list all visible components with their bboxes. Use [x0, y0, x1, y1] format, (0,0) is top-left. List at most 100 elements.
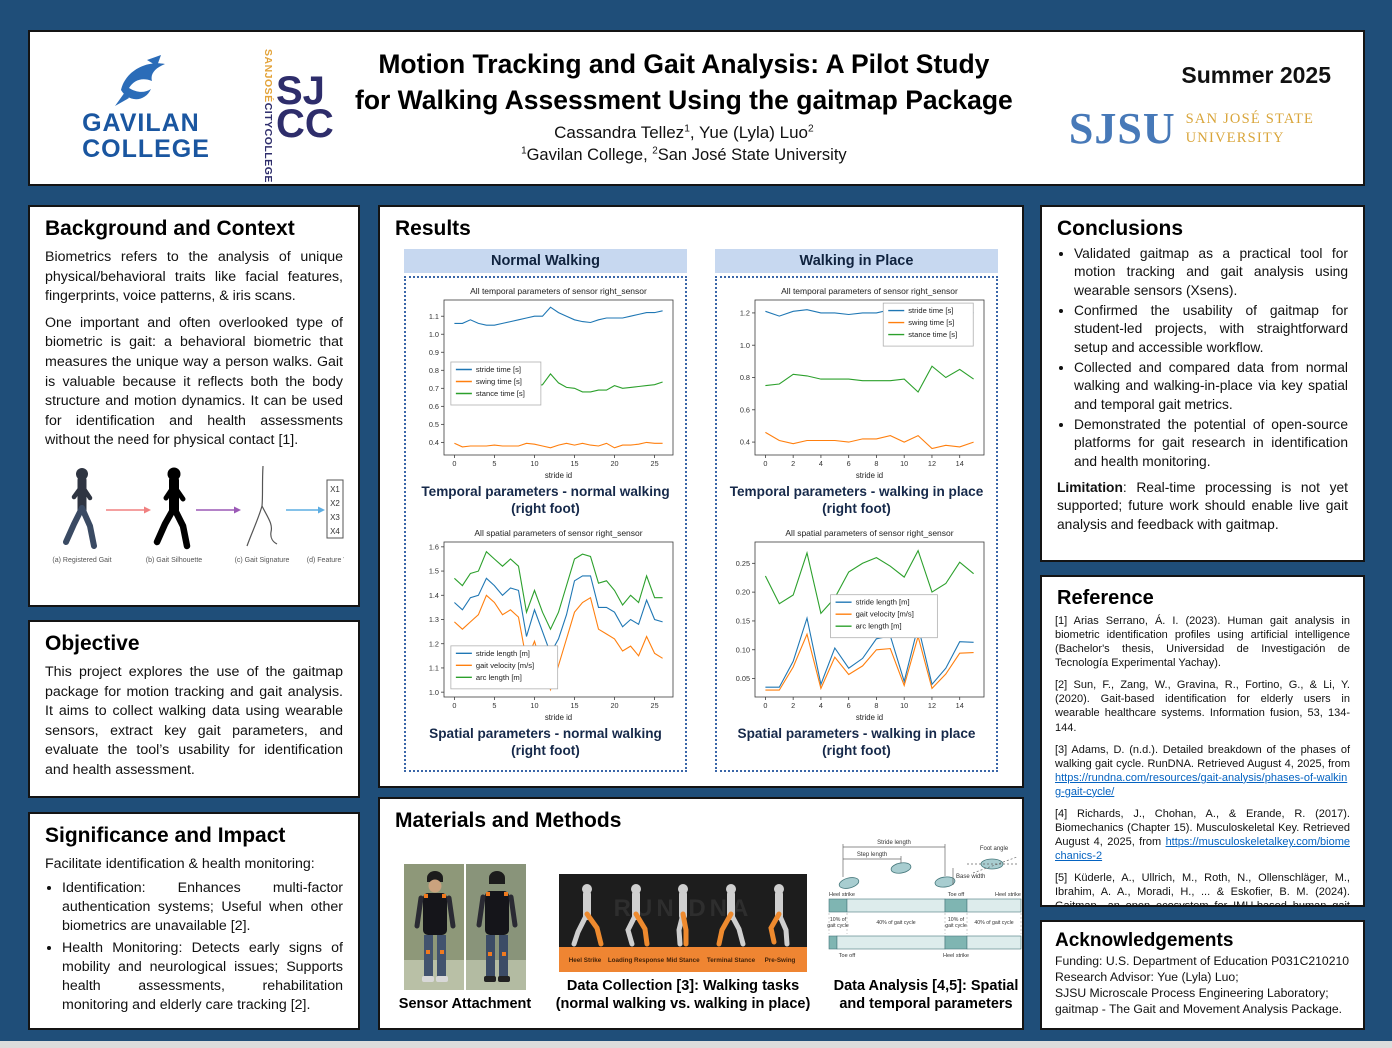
- svg-text:0.7: 0.7: [428, 384, 438, 393]
- svg-text:gait cycle: gait cycle: [827, 923, 849, 929]
- sjsu-logo: SJSU SAN JOSÉ STATE UNIVERSITY: [1069, 103, 1314, 154]
- svg-text:1.0: 1.0: [428, 688, 438, 697]
- svg-text:Mid Stance: Mid Stance: [666, 957, 700, 964]
- svg-text:1.1: 1.1: [428, 312, 438, 321]
- caption-temporal-normal: Temporal parameters - normal walking (ri…: [421, 484, 670, 516]
- svg-text:All temporal parameters of sen: All temporal parameters of sensor right_…: [781, 286, 958, 296]
- acknowledgements-lines: Funding: U.S. Department of Education P0…: [1055, 954, 1350, 1017]
- svg-text:10% of: 10% of: [830, 917, 847, 923]
- svg-text:4: 4: [818, 701, 822, 710]
- results-panel: Results Normal Walking All temporal para…: [378, 205, 1024, 788]
- significance-bullets: Identification: Enhances multi-factor au…: [45, 879, 343, 1016]
- methods-heading: Materials and Methods: [395, 809, 622, 832]
- feature-vector-figure: X1 X2 X3 X4: [326, 479, 344, 539]
- sjcc-monogram: SJ CC: [276, 69, 334, 146]
- list-item: Identification: Enhances multi-factor au…: [62, 879, 343, 937]
- svg-text:1.3: 1.3: [428, 615, 438, 624]
- svg-text:40% of gait cycle: 40% of gait cycle: [876, 920, 915, 926]
- svg-text:5: 5: [492, 459, 496, 468]
- svg-text:25: 25: [650, 459, 658, 468]
- svg-text:0.9: 0.9: [428, 348, 438, 357]
- objective-heading: Objective: [45, 632, 140, 655]
- chart-spatial-walking-in-place: All spatial parameters of sensor right_s…: [735, 528, 984, 722]
- svg-text:6: 6: [846, 459, 850, 468]
- significance-panel: Significance and Impact Facilitate ident…: [28, 812, 360, 1030]
- svg-text:10% of: 10% of: [948, 917, 965, 923]
- svg-text:0.10: 0.10: [735, 645, 749, 654]
- results-column-normal-walking: Normal Walking All temporal parameters o…: [404, 249, 687, 772]
- significance-heading: Significance and Impact: [45, 824, 286, 847]
- svg-text:Heel strike: Heel strike: [943, 953, 969, 959]
- reference-link[interactable]: https://musculoskeletalkey.com/biomechan…: [1055, 836, 1350, 863]
- results-heading: Results: [395, 217, 471, 240]
- list-item: Demonstrated the potential of open-sourc…: [1074, 416, 1348, 471]
- gait-cycle-diagram: Stride length Step length Base width Foo…: [827, 837, 1022, 972]
- svg-text:0.20: 0.20: [735, 588, 749, 597]
- svg-text:stance time [s]: stance time [s]: [908, 330, 957, 339]
- svg-text:(c) Gait Signature: (c) Gait Signature: [235, 557, 290, 564]
- svg-text:40% of gait cycle: 40% of gait cycle: [974, 920, 1013, 926]
- svg-text:1.5: 1.5: [428, 567, 438, 576]
- svg-text:Loading Response: Loading Response: [608, 957, 665, 964]
- svg-text:10: 10: [530, 459, 538, 468]
- person-front: [414, 871, 456, 983]
- caption-spatial-wip: Spatial parameters - walking in place (r…: [737, 725, 976, 758]
- svg-text:Stride length: Stride length: [877, 840, 911, 846]
- caption-temporal-wip: Temporal parameters - walking in place (…: [729, 484, 984, 516]
- reference-link[interactable]: https://rundna.com/resources/gait-analys…: [1055, 771, 1348, 798]
- svg-text:0.05: 0.05: [735, 674, 749, 683]
- svg-text:10: 10: [900, 459, 908, 468]
- svg-text:0.6: 0.6: [428, 402, 438, 411]
- list-item: Funding: U.S. Department of Education P0…: [1055, 954, 1350, 968]
- objective-text: This project explores the use of the gai…: [45, 664, 343, 778]
- results-column-walking-in-place: Walking in Place All temporal parameters…: [715, 249, 998, 772]
- conclusions-heading: Conclusions: [1057, 217, 1184, 240]
- objective-panel: Objective This project explores the use …: [28, 620, 360, 798]
- svg-text:10: 10: [900, 701, 908, 710]
- reference-panel: Reference [1] Arias Serrano, Á. I. (2023…: [1040, 575, 1365, 907]
- svg-text:(b) Gait Silhouette: (b) Gait Silhouette: [146, 557, 203, 564]
- data-analysis-figure: Stride length Step length Base width Foo…: [826, 837, 1022, 1013]
- svg-text:0.5: 0.5: [428, 420, 438, 429]
- svg-text:1.0: 1.0: [739, 341, 749, 350]
- sensor-attachment-figure: Sensor Attachment: [390, 864, 540, 1013]
- svg-text:20: 20: [610, 701, 618, 710]
- normal-walking-header: Normal Walking: [404, 249, 687, 273]
- header-panel: GAVILAN COLLEGE SANJOSÉCITYCOLLEGE SJ CC…: [28, 30, 1365, 186]
- svg-text:stride time [s]: stride time [s]: [908, 306, 953, 315]
- svg-text:1.2: 1.2: [739, 309, 749, 318]
- list-item: Health Monitoring: Detects early signs o…: [62, 939, 343, 1016]
- list-item: [5] Küderle, A., Ullrich, M., Roth, N., …: [1055, 872, 1350, 907]
- svg-text:stride length [m]: stride length [m]: [855, 598, 909, 607]
- list-item: gaitmap - The Gait and Movement Analysis…: [1055, 1001, 1343, 1016]
- svg-text:0: 0: [452, 459, 456, 468]
- svg-text:12: 12: [927, 701, 935, 710]
- list-item: Collected and compared data from normal …: [1074, 359, 1348, 414]
- svg-text:15: 15: [570, 459, 578, 468]
- svg-text:Heel strike: Heel strike: [995, 892, 1021, 898]
- svg-text:2: 2: [791, 701, 795, 710]
- gavilan-wordmark: GAVILAN COLLEGE: [82, 108, 210, 163]
- sjsu-name: SAN JOSÉ STATE UNIVERSITY: [1185, 111, 1315, 146]
- svg-text:(a) Registered Gait: (a) Registered Gait: [52, 557, 111, 564]
- svg-text:stride id: stride id: [544, 713, 571, 722]
- svg-text:25: 25: [650, 701, 658, 710]
- svg-text:X3: X3: [330, 513, 340, 522]
- svg-text:0: 0: [763, 459, 767, 468]
- svg-text:stride id: stride id: [544, 471, 571, 480]
- chart-temporal-walking-in-place: All temporal parameters of sensor right_…: [739, 286, 984, 480]
- svg-text:Terminal Stance: Terminal Stance: [707, 957, 756, 964]
- svg-text:Toe off: Toe off: [839, 953, 856, 959]
- sensor-attachment-caption: Sensor Attachment: [398, 996, 532, 1013]
- svg-text:8: 8: [874, 459, 878, 468]
- gavilan-logo: GAVILAN COLLEGE: [56, 54, 236, 163]
- walking-phases-image: RUN DNA Heel Strike Loading Response Mid…: [559, 874, 807, 972]
- svg-text:20: 20: [610, 459, 618, 468]
- data-collection-figure: RUN DNA Heel Strike Loading Response Mid…: [548, 874, 818, 1013]
- poster-title: Motion Tracking and Gait Analysis: A Pil…: [355, 49, 1013, 115]
- svg-text:1.1: 1.1: [428, 664, 438, 673]
- chart-spatial-normal-walking: All spatial parameters of sensor right_s…: [428, 528, 673, 722]
- sjcc-vertical-wordmark: SANJOSÉCITYCOLLEGE: [262, 49, 274, 183]
- svg-text:0.8: 0.8: [428, 366, 438, 375]
- svg-text:Heel strike: Heel strike: [829, 892, 855, 898]
